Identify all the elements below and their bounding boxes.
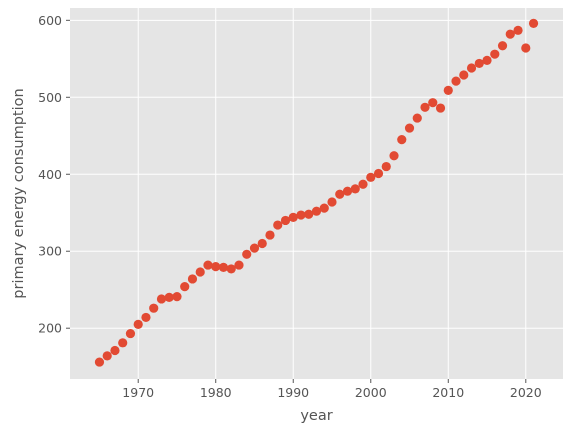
data-point: [164, 292, 174, 303]
y-tick-label: 500: [38, 90, 62, 105]
data-point: [110, 345, 120, 356]
data-point: [296, 210, 306, 220]
data-point: [156, 294, 167, 304]
data-point: [397, 135, 407, 145]
data-point: [443, 85, 453, 95]
data-point: [218, 262, 229, 272]
data-points: [94, 18, 539, 367]
data-point: [474, 58, 484, 69]
x-axis-label: year: [300, 408, 332, 424]
y-tick-label: 200: [38, 321, 62, 336]
data-point: [149, 303, 159, 313]
x-tick-label: 1980: [200, 385, 232, 400]
data-point: [319, 203, 329, 213]
x-tick-label: 2000: [355, 385, 387, 400]
data-point: [195, 267, 205, 277]
data-point: [358, 179, 368, 189]
data-point: [273, 220, 283, 230]
data-point: [304, 209, 314, 219]
data-point: [211, 262, 221, 272]
data-point: [381, 161, 391, 172]
data-point: [102, 351, 112, 361]
y-tick-label: 600: [38, 13, 62, 28]
data-point: [404, 123, 415, 133]
data-point: [311, 206, 322, 216]
y-tick-label: 300: [38, 244, 62, 259]
grid: [70, 8, 563, 379]
data-point: [141, 312, 151, 323]
data-point: [226, 264, 236, 274]
data-point: [242, 249, 252, 259]
data-point: [265, 230, 275, 240]
data-point: [118, 338, 128, 348]
y-axis-ticks: 200 300 400 500 600: [38, 13, 70, 336]
data-point: [249, 243, 260, 253]
data-point: [133, 319, 143, 329]
data-point: [172, 292, 182, 302]
data-point: [342, 186, 353, 196]
data-point: [389, 151, 399, 161]
data-point: [490, 49, 500, 59]
data-point: [420, 102, 430, 112]
x-tick-label: 2010: [432, 385, 464, 400]
data-point: [412, 113, 422, 123]
data-point: [428, 98, 438, 108]
x-tick-label: 2020: [510, 385, 542, 400]
data-point: [435, 103, 446, 113]
y-axis-label: primary energy consumption: [11, 88, 27, 298]
data-point: [482, 55, 492, 65]
y-tick-label: 400: [38, 167, 62, 182]
data-point: [505, 29, 515, 39]
data-point: [125, 328, 136, 339]
data-point: [234, 260, 244, 270]
data-point: [203, 260, 213, 270]
plot-background: [70, 8, 563, 379]
data-point: [459, 70, 469, 80]
data-point: [466, 63, 477, 73]
data-point: [327, 197, 337, 207]
data-point: [513, 25, 523, 35]
data-point: [180, 282, 190, 292]
data-point: [335, 189, 345, 199]
data-point: [350, 184, 360, 194]
data-point: [94, 357, 105, 367]
x-axis-ticks: 1970 1980 1990 2000 2010 2020: [122, 379, 542, 400]
data-point: [497, 41, 508, 51]
data-point: [257, 238, 267, 249]
data-point: [288, 212, 298, 222]
data-point: [373, 168, 384, 179]
data-point: [521, 43, 531, 53]
data-point: [451, 76, 461, 86]
x-tick-label: 1990: [277, 385, 309, 400]
data-point: [187, 274, 198, 284]
data-point: [280, 215, 291, 226]
data-point: [528, 18, 539, 28]
data-point: [366, 172, 376, 182]
x-tick-label: 1970: [122, 385, 154, 400]
